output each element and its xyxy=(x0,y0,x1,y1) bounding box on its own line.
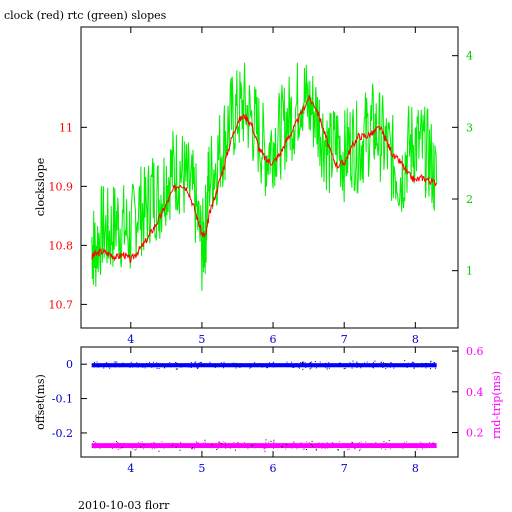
bottom-ylabel-left: offset(ms) xyxy=(34,374,47,430)
bottom-xtick-label: 5 xyxy=(198,462,205,475)
rndtrip-points xyxy=(91,443,437,449)
top-ytick-left-label: 10.8 xyxy=(49,239,74,252)
offset-points-outliers xyxy=(93,360,432,370)
bottom-ytick-right-label: 0.6 xyxy=(466,345,484,358)
top-plot-frame xyxy=(80,26,459,329)
top-ytick-left-label: 11 xyxy=(59,121,73,134)
top-xtick-label: 7 xyxy=(341,333,348,346)
bottom-xtick-label: 4 xyxy=(127,462,134,475)
top-xtick-label: 5 xyxy=(198,333,205,346)
bottom-plot-frame xyxy=(80,346,459,458)
clock-line xyxy=(91,95,437,263)
top-ytick-right-label: 1 xyxy=(466,265,473,278)
bottom-ylabel-right: rnd-trip(ms) xyxy=(490,371,503,439)
bottom-ytick-left-label: -0.2 xyxy=(52,427,73,440)
bottom-ytick-left-label: -0.1 xyxy=(52,393,73,406)
top-ytick-right-label: 3 xyxy=(466,121,473,134)
top-ytick-left-label: 10.9 xyxy=(49,180,74,193)
footer-label: 2010-10-03 florr xyxy=(78,499,170,512)
bottom-ytick-right-label: 0.4 xyxy=(466,386,484,399)
bottom-ytick-left-label: 0 xyxy=(66,358,73,371)
rndtrip-points-outliers xyxy=(93,439,434,452)
clock-series xyxy=(91,95,437,263)
bottom-xtick-label: 6 xyxy=(270,462,277,475)
rtc-series xyxy=(91,62,438,291)
top-ytick-right-label: 2 xyxy=(466,193,473,206)
chart-title: clock (red) rtc (green) slopes xyxy=(4,9,167,22)
bottom-xtick-label: 8 xyxy=(412,462,419,475)
rndtrip-points-jitter xyxy=(92,441,437,450)
top-xtick-label: 6 xyxy=(270,333,277,346)
offset-points xyxy=(91,363,437,368)
top-ylabel: clockslope xyxy=(34,158,47,216)
top-xtick-label: 4 xyxy=(127,333,134,346)
rtc-line xyxy=(91,62,438,291)
bottom-ytick-right-label: 0.2 xyxy=(466,427,484,440)
top-ytick-right-label: 4 xyxy=(466,50,473,63)
top-xtick-label: 8 xyxy=(412,333,419,346)
bottom-xtick-label: 7 xyxy=(341,462,348,475)
top-ytick-left-label: 10.7 xyxy=(49,298,74,311)
